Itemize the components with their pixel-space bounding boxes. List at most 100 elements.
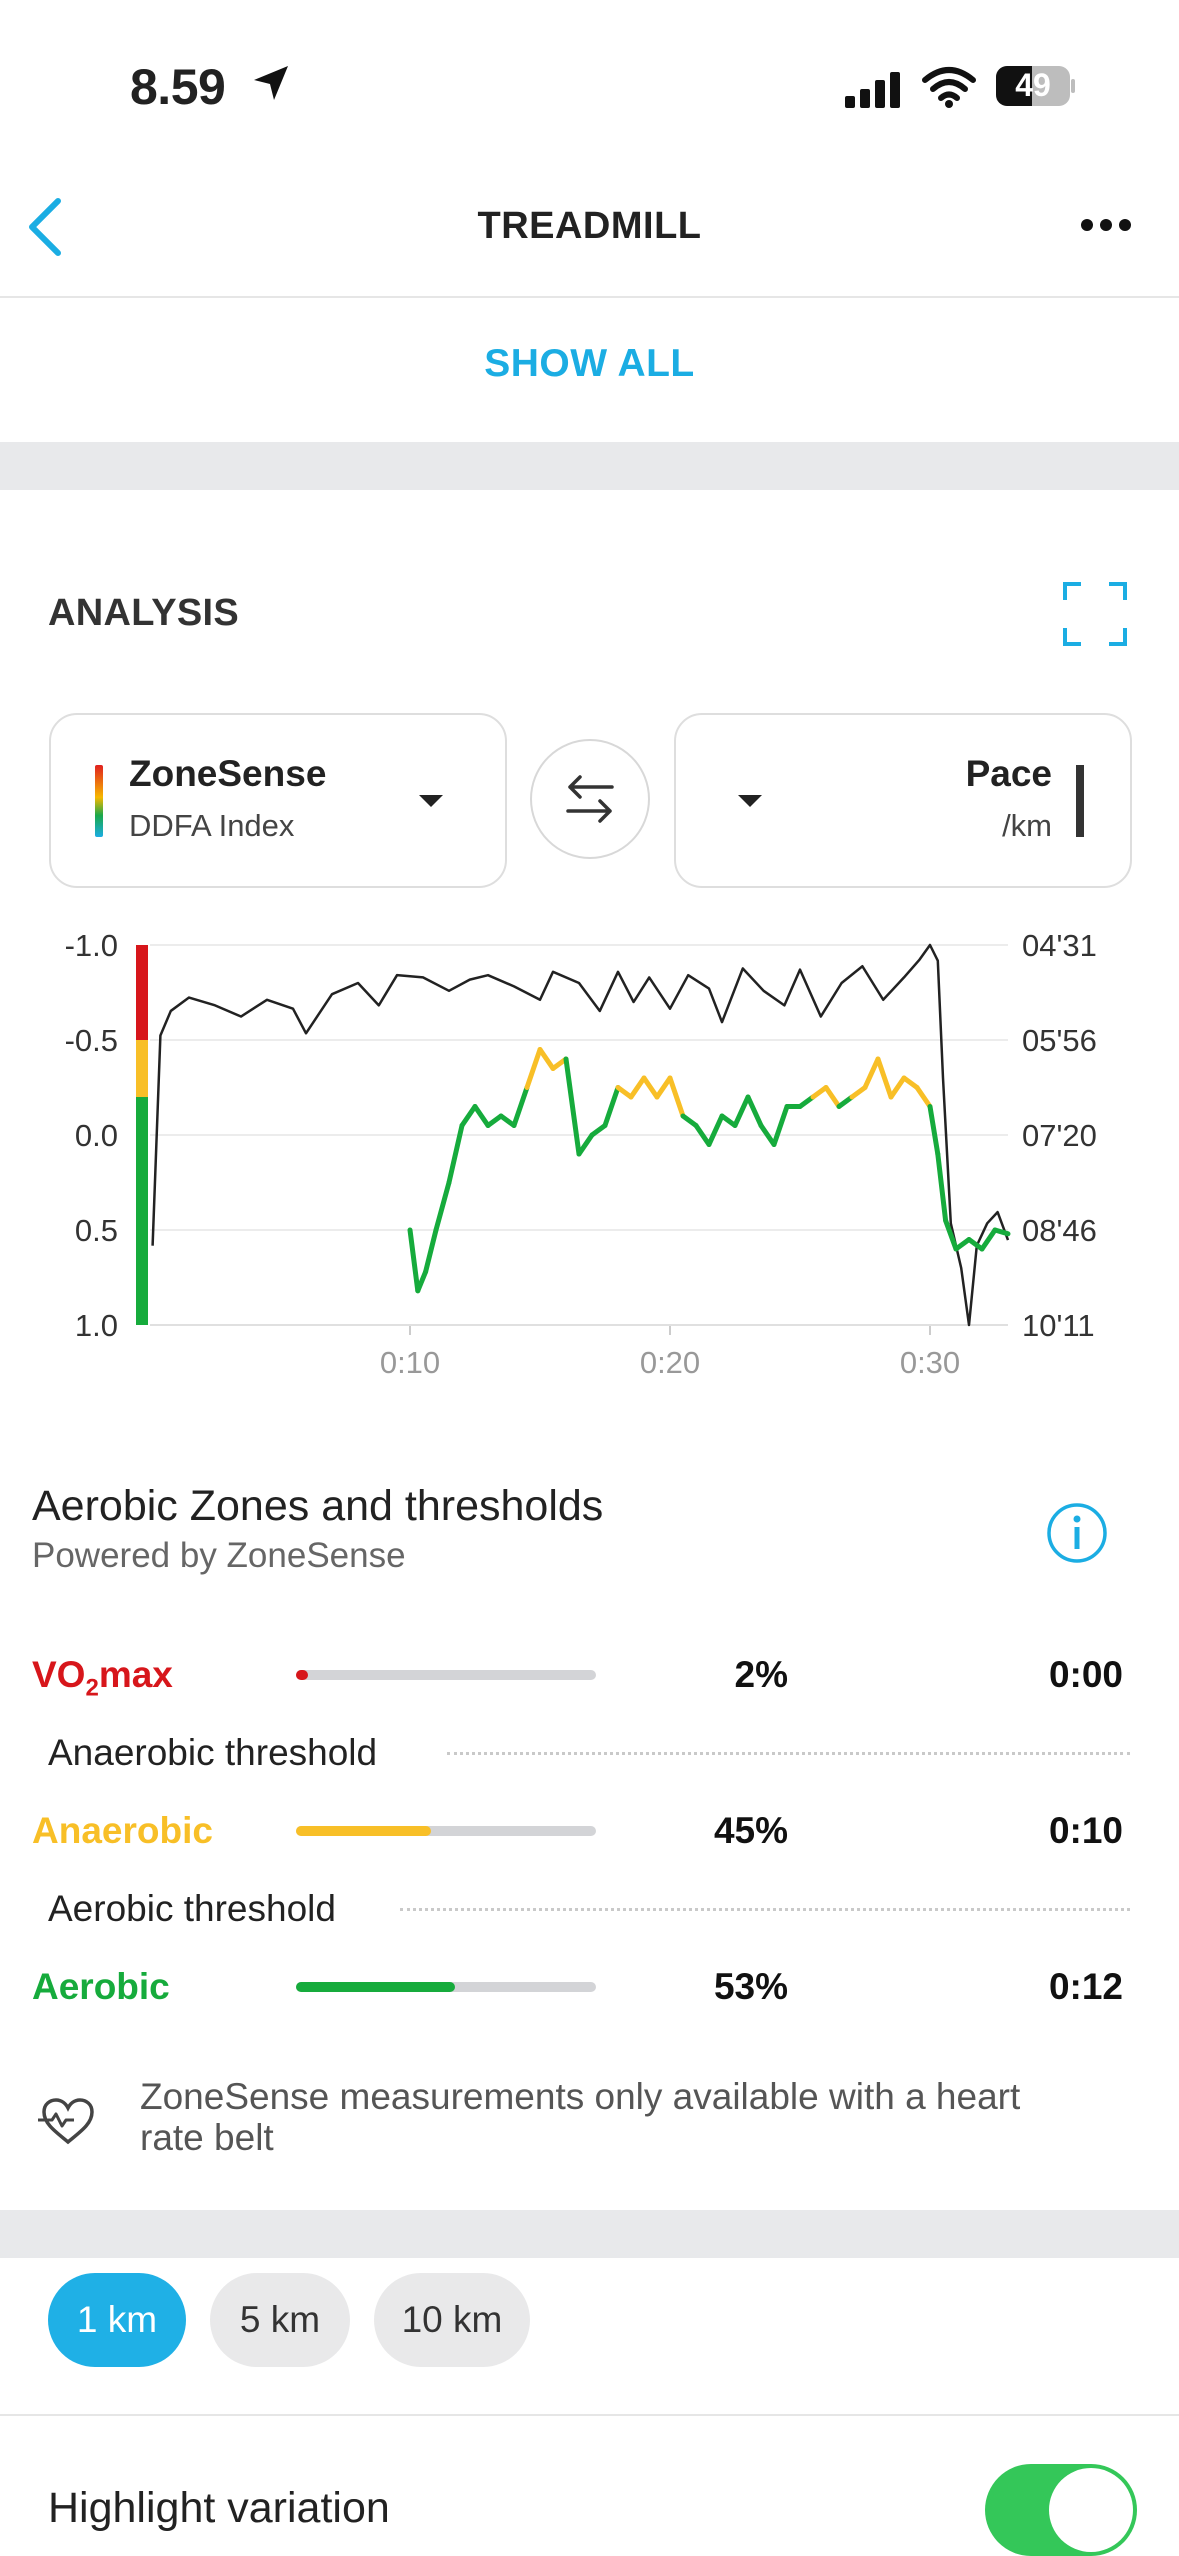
battery-icon: 49	[996, 66, 1075, 106]
ddfa-series-segment	[745, 1094, 764, 1128]
page-title: TREADMILL	[477, 205, 702, 247]
ddfa-series-segment	[953, 1237, 972, 1252]
zone-name-aerobic: Aerobic	[32, 1966, 170, 2007]
highlight-variation-toggle[interactable]	[985, 2464, 1137, 2556]
ddfa-series-segment	[758, 1123, 777, 1147]
right-metric-selector[interactable]: Pace /km	[674, 713, 1132, 888]
ddfa-series-segment	[589, 1123, 608, 1138]
location-arrow-icon	[254, 66, 288, 100]
ddfa-series-segment	[966, 1237, 985, 1252]
ddfa-series-segment	[680, 1113, 699, 1128]
ddfa-series-segment	[732, 1094, 751, 1128]
zone-time-aerobic: 0:12	[1048, 1966, 1123, 2007]
analysis-chart[interactable]: -1.0 -0.5 0.0 0.5 1.0 04'31 05'56 07'20 08'46 10…	[0, 915, 1179, 1410]
left-selector-title: ZoneSense	[129, 753, 327, 794]
zone-bar-fill	[296, 1826, 431, 1836]
info-icon[interactable]	[1046, 1502, 1108, 1564]
zone-name-vo2max: VO2max	[32, 1654, 173, 1702]
ddfa-series-segment	[423, 1227, 439, 1275]
zone-bar-vo2max	[296, 1670, 596, 1680]
zonesense-gradient-icon	[95, 765, 103, 837]
ddfa-series-segment	[641, 1075, 660, 1100]
zone-bar-aerobic	[296, 1982, 596, 1992]
ddfa-series-segment	[862, 1056, 881, 1090]
y-right-tick-label: 08'46	[1022, 1213, 1097, 1248]
zone-percent-vo2max: 2%	[734, 1654, 788, 1695]
section-separator	[0, 442, 1179, 490]
ddfa-series-segment	[836, 1094, 855, 1109]
section-separator	[0, 2210, 1179, 2258]
ddfa-series-segment	[628, 1075, 647, 1100]
ddfa-series-segment	[563, 1056, 582, 1157]
analysis-title: ANALYSIS	[48, 592, 240, 634]
show-all-button[interactable]: SHOW ALL	[484, 342, 695, 385]
zone-bar-fill	[296, 1670, 308, 1680]
x-tick-label: 0:10	[380, 1345, 440, 1380]
ddfa-series-segment	[992, 1227, 1011, 1237]
ddfa-series-segment	[615, 1085, 634, 1100]
zone-band-aerobic	[136, 1097, 148, 1325]
ddfa-series-segment	[875, 1056, 894, 1100]
ddfa-series-segment	[849, 1085, 868, 1100]
zone-percent-anaerobic: 45%	[713, 1810, 788, 1851]
y-right-tick-label: 10'11	[1022, 1308, 1095, 1343]
dropdown-caret-icon	[419, 795, 443, 807]
ddfa-series-segment	[446, 1123, 465, 1185]
threshold-label-anaerobic: Anaerobic threshold	[48, 1732, 378, 1773]
zone-time-anaerobic: 0:10	[1048, 1810, 1123, 1851]
threshold-line-aerobic	[400, 1908, 1130, 1911]
y-left-tick-label: 0.5	[75, 1213, 118, 1248]
ddfa-series-segment	[667, 1075, 686, 1119]
x-tick-label: 0:30	[900, 1345, 960, 1380]
highlight-variation-label: Highlight variation	[48, 2484, 390, 2532]
ddfa-series-segment	[901, 1075, 920, 1090]
ddfa-series-segment	[498, 1113, 517, 1128]
ddfa-series-segment	[771, 1104, 790, 1147]
left-selector-subtitle: DDFA Index	[129, 808, 295, 843]
divider	[0, 2414, 1179, 2416]
y-right-tick-label: 05'56	[1022, 1023, 1097, 1058]
cellular-signal-icon	[845, 72, 900, 108]
ddfa-series-segment	[693, 1123, 712, 1147]
y-right-tick-label: 07'20	[1022, 1118, 1097, 1153]
dropdown-caret-icon	[738, 795, 762, 807]
split-chip-10km[interactable]: 10 km	[374, 2273, 530, 2367]
ddfa-series-segment	[511, 1085, 530, 1128]
ddfa-series-segment	[797, 1094, 816, 1109]
ddfa-series-segment	[524, 1047, 543, 1090]
zone-bar-anaerobic	[296, 1826, 596, 1836]
y-left-tick-label: -1.0	[65, 928, 118, 963]
ddfa-series-segment	[472, 1104, 491, 1128]
y-left-tick-label: 0.0	[75, 1118, 118, 1153]
threshold-line-anaerobic	[447, 1752, 1130, 1755]
y-left-tick-label: -0.5	[65, 1023, 118, 1058]
more-options-icon[interactable]	[1080, 216, 1132, 234]
split-chip-1km[interactable]: 1 km	[48, 2273, 186, 2367]
x-tick-label: 0:20	[640, 1345, 700, 1380]
ddfa-series-segment	[433, 1180, 452, 1233]
right-selector-subtitle: /km	[1002, 808, 1052, 843]
swap-arrows-icon	[566, 775, 614, 823]
back-chevron-icon[interactable]	[20, 195, 70, 259]
zone-band-anaerobic	[136, 1040, 148, 1097]
heart-rate-belt-note: ZoneSense measurements only available wi…	[140, 2076, 1021, 2158]
fullscreen-icon[interactable]	[1063, 582, 1127, 646]
ddfa-series-segment	[888, 1075, 907, 1100]
toggle-knob	[1049, 2468, 1133, 2552]
swap-button[interactable]	[530, 739, 650, 859]
ddfa-series-segment	[719, 1113, 738, 1128]
split-chip-5km[interactable]: 5 km	[210, 2273, 350, 2367]
zone-time-vo2max: 0:00	[1048, 1654, 1123, 1695]
battery-level: 49	[1015, 67, 1051, 103]
ddfa-series-segment	[706, 1113, 725, 1147]
ddfa-series-segment	[914, 1085, 933, 1109]
wifi-icon	[922, 67, 976, 108]
left-metric-selector[interactable]: ZoneSense DDFA Index	[49, 713, 507, 888]
status-time: 8.59	[130, 59, 226, 115]
zone-percent-aerobic: 53%	[713, 1966, 788, 2007]
ddfa-series-segment	[935, 1151, 949, 1223]
zone-band-vo2max	[136, 945, 148, 1040]
ddfa-series-segment	[485, 1113, 504, 1128]
ddfa-series-segment	[576, 1132, 595, 1157]
zone-bar-fill	[296, 1982, 455, 1992]
